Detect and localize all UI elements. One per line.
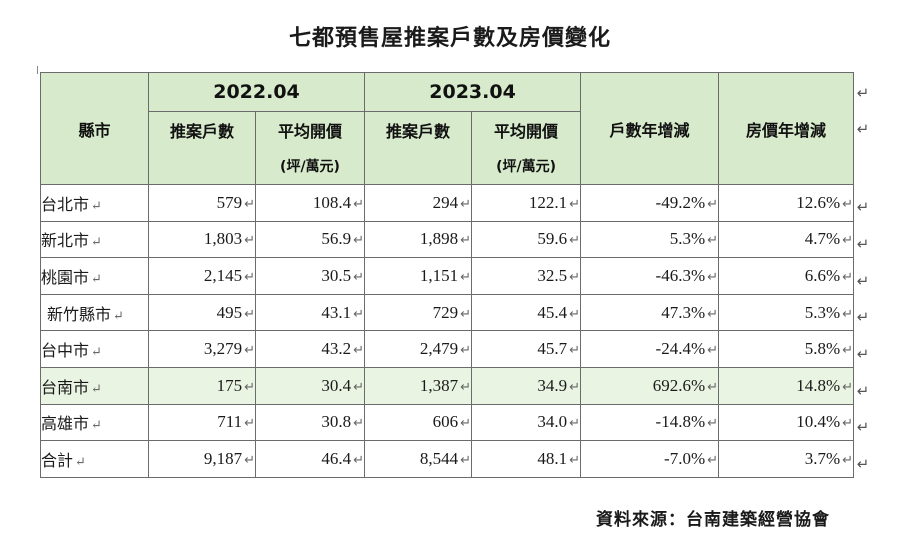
page-title: 七都預售屋推案戶數及房價變化 <box>288 26 611 51</box>
units-change: -46.3% <box>655 265 706 285</box>
city-name: 台南市 <box>41 377 90 397</box>
header-price-2023: 平均開價 <box>471 111 582 148</box>
city-name: 新竹縣市 <box>47 304 112 324</box>
table-row: 台中市 ↵ 3,279 ↵ 43.2 ↵ 2,479 ↵ 45.7 ↵ -24.4% ↵ 5… <box>40 330 855 368</box>
price-2022: 56.9 <box>321 229 352 249</box>
units-2022: 9,187 <box>203 448 243 468</box>
city-name: 高雄市 <box>41 414 90 434</box>
price-2023: 34.9 <box>537 375 568 395</box>
price-2022: 30.8 <box>321 412 352 432</box>
paragraph-mark: ↵ <box>856 120 870 138</box>
paragraph-mark: ↵ <box>856 272 870 290</box>
header-price-change: 房價年增減 <box>718 72 855 185</box>
city-name: 台北市 <box>41 194 90 214</box>
units-change: -49.2% <box>655 192 706 212</box>
price-change: 5.3% <box>804 302 841 322</box>
price-2023: 32.5 <box>537 265 568 285</box>
price-change: 3.7% <box>804 448 841 468</box>
price-2022: 46.4 <box>321 448 352 468</box>
paragraph-mark: ↵ <box>856 345 870 363</box>
price-2023: 48.1 <box>537 448 568 468</box>
units-2022: 1,803 <box>203 229 243 249</box>
units-2022: 2,145 <box>203 265 243 285</box>
city-name: 新北市 <box>41 231 90 251</box>
paragraph-mark: ↵ <box>856 84 870 102</box>
price-2023: 45.4 <box>537 302 568 322</box>
city-name: 合計 <box>41 450 74 470</box>
header-year-2022: 2022.04 <box>147 72 366 112</box>
source-note: 資料來源：台南建築經營協會 <box>596 510 830 530</box>
units-2023: 1,151 <box>419 265 459 285</box>
table-row-total: 合計 ↵ 9,187 ↵ 46.4 ↵ 8,544 ↵ 48.1 ↵ -7.0% ↵ 3.7… <box>40 440 855 478</box>
paragraph-mark: ↵ <box>856 235 870 253</box>
price-change: 14.8% <box>796 375 841 395</box>
header-units-2022-spacer <box>148 148 256 185</box>
units-2023: 2,479 <box>419 339 459 359</box>
units-2023: 729 <box>432 302 459 322</box>
units-2023: 8,544 <box>419 448 459 468</box>
table-row: 新北市 ↵ 1,803 ↵ 56.9 ↵ 1,898 ↵ 59.6 ↵ 5.3% ↵ 4.7… <box>40 220 855 259</box>
paragraph-mark: ↵ <box>856 455 870 473</box>
table-row: 台北市 ↵ 579 ↵ 108.4 ↵ 294 ↵ 122.1 ↵ -49.2% ↵ 12.… <box>40 184 855 222</box>
units-change: 47.3% <box>661 302 706 322</box>
header-units-2023: 推案戶數 <box>364 111 473 148</box>
price-change: 12.6% <box>796 192 841 212</box>
header-price-unit-2023: (坪/萬元) <box>471 148 582 185</box>
price-2022: 43.2 <box>321 339 352 359</box>
price-2023: 34.0 <box>537 412 568 432</box>
units-2022: 495 <box>216 302 243 322</box>
paragraph-mark: ↵ <box>856 382 870 400</box>
price-2023: 59.6 <box>537 229 568 249</box>
table-row: 新竹縣市 ↵ 495 ↵ 43.1 ↵ 729 ↵ 45.4 ↵ 47.3% ↵ 5.3% ↵ <box>40 293 855 332</box>
units-change: -7.0% <box>664 448 706 468</box>
paragraph-mark: ↵ <box>856 198 870 216</box>
header-price-unit-2022: (坪/萬元) <box>254 148 366 185</box>
data-table: 縣市 2022.04 2023.04 戶數年增減 房價年增減 推案戶數 平均開價… <box>40 72 855 478</box>
units-2022: 579 <box>216 192 243 212</box>
header-price-2022: 平均開價 <box>254 111 366 148</box>
price-change: 6.6% <box>804 265 841 285</box>
price-2022: 30.5 <box>321 265 352 285</box>
header-units-change: 戶數年增減 <box>580 72 720 185</box>
units-change: -14.8% <box>655 412 706 432</box>
header-units-2023-spacer <box>364 148 473 185</box>
price-2022: 43.1 <box>321 302 352 322</box>
units-2022: 711 <box>217 412 243 432</box>
price-2023: 45.7 <box>537 339 568 359</box>
header-year-2023: 2023.04 <box>364 72 582 112</box>
price-2023: 122.1 <box>528 192 568 212</box>
table-row: 高雄市 ↵ 711 ↵ 30.8 ↵ 606 ↵ 34.0 ↵ -14.8% ↵ 10.4%… <box>40 403 855 442</box>
header-city: 縣市 <box>40 72 149 185</box>
city-name: 台中市 <box>41 341 90 361</box>
price-change: 5.8% <box>804 339 841 359</box>
edge-mark <box>37 66 38 74</box>
units-2023: 1,898 <box>419 229 459 249</box>
price-change: 4.7% <box>804 229 841 249</box>
paragraph-mark: ↵ <box>856 418 870 436</box>
header-units-2022: 推案戶數 <box>148 111 256 148</box>
paragraph-mark: ↵ <box>856 308 870 326</box>
units-change: 692.6% <box>652 375 706 395</box>
units-2023: 606 <box>432 412 459 432</box>
units-2023: 294 <box>432 192 459 212</box>
units-change: 5.3% <box>669 229 706 249</box>
units-2022: 3,279 <box>203 339 243 359</box>
price-change: 10.4% <box>796 412 841 432</box>
price-2022: 108.4 <box>312 192 352 212</box>
units-2022: 175 <box>216 375 243 395</box>
city-name: 桃園市 <box>41 267 90 287</box>
table-row: 桃園市 ↵ 2,145 ↵ 30.5 ↵ 1,151 ↵ 32.5 ↵ -46.3% ↵ 6… <box>40 257 855 295</box>
table-row-highlighted: 台南市 ↵ 175 ↵ 30.4 ↵ 1,387 ↵ 34.9 ↵ 692.6% ↵ 14.… <box>40 366 855 405</box>
price-2022: 30.4 <box>321 375 352 395</box>
units-2023: 1,387 <box>419 375 459 395</box>
units-change: -24.4% <box>655 339 706 359</box>
